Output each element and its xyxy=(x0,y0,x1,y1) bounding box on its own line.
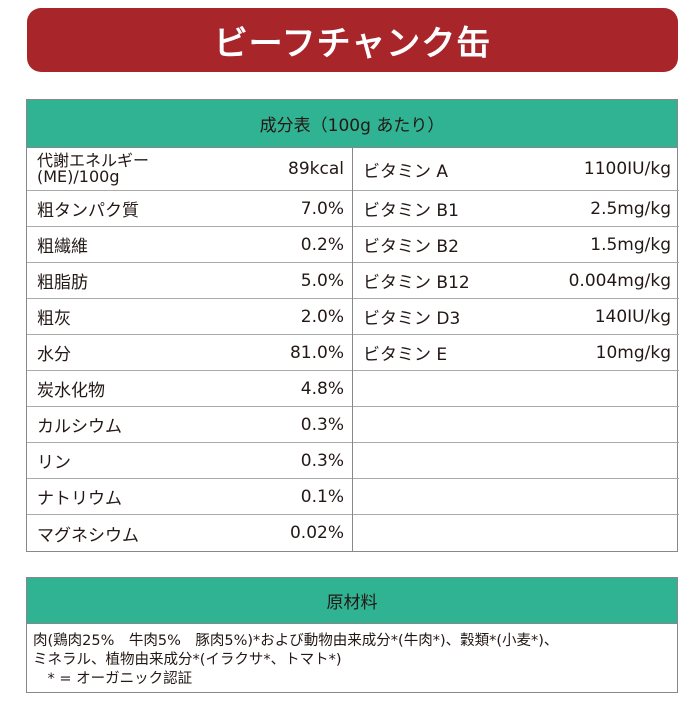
nutrient-row xyxy=(353,479,679,515)
nutrient-value: 81.0% xyxy=(289,342,344,363)
nutrient-label: カルシウム xyxy=(37,417,122,437)
nutrition-table-header: 成分表（100g あたり） xyxy=(27,100,677,148)
nutrient-row xyxy=(353,371,679,407)
nutrient-label: 代謝エネルギー (ME)/100g xyxy=(37,151,150,186)
nutrient-label: ビタミン D3 xyxy=(363,309,461,329)
nutrient-row xyxy=(353,443,679,479)
nutrient-value: 2.0% xyxy=(300,306,344,327)
nutrient-value: 2.5mg/kg xyxy=(590,198,671,219)
nutrient-row: 粗灰 2.0% xyxy=(27,299,352,335)
nutrient-label: 粗脂肪 xyxy=(37,273,88,293)
nutrient-label: マグネシウム xyxy=(37,525,139,546)
nutrient-value: 10mg/kg xyxy=(595,342,671,363)
ingredients-box: 原材料 肉(鶏肉25% 牛肉5% 豚肉5%)*および動物由来成分*(牛肉*)、穀… xyxy=(26,577,678,693)
nutrition-left-column: 代謝エネルギー (ME)/100g 89kcal 粗タンパク質 7.0% 粗繊維 0.2%… xyxy=(27,148,353,551)
nutrient-value: 0.2% xyxy=(300,234,344,255)
nutrient-label: ビタミン B2 xyxy=(363,237,459,257)
nutrient-row: 代謝エネルギー (ME)/100g 89kcal xyxy=(27,148,352,191)
nutrient-value: 1.5mg/kg xyxy=(590,234,671,255)
nutrient-label: 水分 xyxy=(37,345,71,365)
nutrient-value: 0.3% xyxy=(300,450,344,471)
nutrient-label: リン xyxy=(37,453,71,473)
nutrient-row: ビタミン B1 2.5mg/kg xyxy=(353,191,679,227)
nutrient-value: 0.02% xyxy=(289,523,344,543)
nutrient-row: マグネシウム 0.02% xyxy=(27,515,352,551)
nutrient-row: 炭水化物 4.8% xyxy=(27,371,352,407)
nutrient-value: 0.1% xyxy=(300,486,344,507)
nutrient-label: 炭水化物 xyxy=(37,381,105,401)
nutrient-row: ビタミン E 10mg/kg xyxy=(353,335,679,371)
nutrient-value: 1100IU/kg xyxy=(583,159,671,179)
nutrient-value: 140IU/kg xyxy=(594,306,671,327)
nutrient-label: ビタミン A xyxy=(363,161,449,182)
nutrient-label: ビタミン B1 xyxy=(363,201,459,221)
nutrient-label: ビタミン B12 xyxy=(363,273,470,293)
nutrient-row xyxy=(353,407,679,443)
nutrient-row xyxy=(353,515,679,551)
nutrient-value: 7.0% xyxy=(300,198,344,219)
nutrition-right-column: ビタミン A 1100IU/kg ビタミン B1 2.5mg/kg ビタミン B2 1.5… xyxy=(353,148,679,551)
nutrient-row: リン 0.3% xyxy=(27,443,352,479)
nutrition-table: 成分表（100g あたり） 代謝エネルギー (ME)/100g 89kcal 粗タン… xyxy=(26,99,679,552)
nutrient-value: 89kcal xyxy=(288,159,344,179)
nutrient-row: ナトリウム 0.1% xyxy=(27,479,352,515)
nutrient-row: カルシウム 0.3% xyxy=(27,407,352,443)
nutrient-label: ビタミン E xyxy=(363,345,448,365)
nutrient-value: 5.0% xyxy=(300,270,344,291)
nutrient-row: 粗脂肪 5.0% xyxy=(27,263,352,299)
ingredients-header: 原材料 xyxy=(27,578,677,624)
product-title: ビーフチャンク缶 xyxy=(27,8,678,72)
nutrient-value: 0.004mg/kg xyxy=(568,270,671,291)
ingredients-line: * = オーガニック認証 xyxy=(33,671,193,687)
nutrient-label: ナトリウム xyxy=(37,489,122,509)
nutrient-row: 粗タンパク質 7.0% xyxy=(27,191,352,227)
nutrient-value: 4.8% xyxy=(300,378,344,399)
nutrient-value: 0.3% xyxy=(300,414,344,435)
nutrient-row: ビタミン B2 1.5mg/kg xyxy=(353,227,679,263)
nutrient-row: ビタミン B12 0.004mg/kg xyxy=(353,263,679,299)
ingredients-line: ミネラル、植物由来成分*(イラクサ*、トマト*) xyxy=(33,652,342,668)
nutrient-row: ビタミン A 1100IU/kg xyxy=(353,148,679,191)
ingredients-line: 肉(鶏肉25% 牛肉5% 豚肉5%)*および動物由来成分*(牛肉*)、穀類*(小… xyxy=(33,633,559,649)
nutrient-label: 粗灰 xyxy=(37,309,71,329)
nutrient-row: ビタミン D3 140IU/kg xyxy=(353,299,679,335)
nutrient-label: 粗タンパク質 xyxy=(37,201,139,221)
nutrient-row: 水分 81.0% xyxy=(27,335,352,371)
nutrient-row: 粗繊維 0.2% xyxy=(27,227,352,263)
ingredients-text: 肉(鶏肉25% 牛肉5% 豚肉5%)*および動物由来成分*(牛肉*)、穀類*(小… xyxy=(27,624,677,697)
nutrient-label: 粗繊維 xyxy=(37,237,88,257)
